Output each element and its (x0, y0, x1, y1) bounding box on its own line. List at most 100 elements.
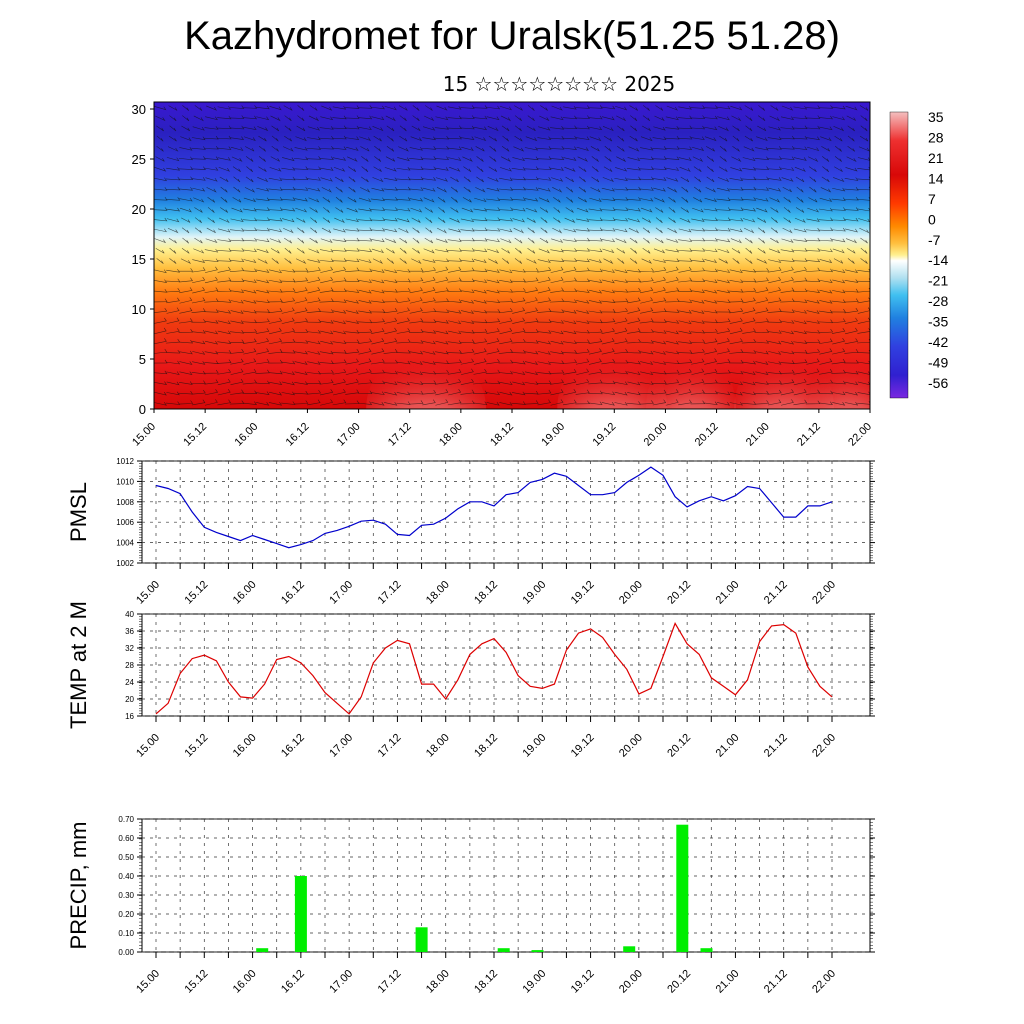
wind-barb (563, 157, 577, 161)
wind-barb (626, 278, 642, 282)
wind-barb (614, 279, 628, 283)
wind-barb (256, 338, 270, 345)
x-tick-label: 21.12 (762, 579, 790, 607)
wind-barb (361, 156, 369, 162)
wind-barb (306, 267, 321, 273)
wind-barb (744, 135, 753, 142)
wind-barb (154, 167, 167, 172)
wind-barb (448, 378, 462, 386)
wind-barb (818, 217, 834, 222)
wind-barb (255, 391, 270, 396)
wind-barb (693, 186, 702, 193)
wind-barb (371, 269, 385, 273)
heatmap-y-tick-label: 10 (132, 302, 146, 317)
wind-barb (628, 146, 640, 152)
wind-barb (640, 197, 654, 202)
wind-barb (588, 237, 603, 242)
wind-barb (642, 248, 651, 254)
wind-barb (575, 258, 590, 263)
wind-barb (294, 371, 308, 376)
wind-barb (512, 381, 526, 386)
wind-barb (834, 166, 843, 172)
wind-barb (307, 361, 321, 365)
wind-barb (269, 238, 282, 244)
wind-barb (577, 156, 588, 162)
wind-barb (793, 299, 808, 303)
wind-barb (447, 368, 462, 375)
wind-barb (818, 227, 834, 232)
wind-barb (284, 135, 293, 142)
wind-barb (332, 288, 347, 292)
wind-barb (422, 330, 437, 334)
wind-barb (716, 338, 730, 345)
wind-barb (473, 227, 488, 232)
wind-barb (613, 187, 629, 191)
wind-barb (180, 136, 192, 142)
x-tick-label: 15.12 (182, 968, 210, 996)
x-tick-label: 16.12 (279, 732, 307, 760)
wind-barb (818, 115, 834, 120)
wind-barb (319, 369, 334, 374)
colorbar-label: -56 (928, 375, 948, 391)
wind-barb (345, 310, 359, 314)
wind-barb (486, 238, 500, 243)
wind-barb (846, 115, 856, 121)
wind-barb (258, 135, 267, 142)
wind-barb (447, 299, 462, 303)
wind-barb (588, 279, 603, 283)
wind-barb (166, 269, 181, 273)
wind-barb (256, 402, 270, 406)
wind-barb (281, 197, 296, 201)
wind-barb (780, 320, 795, 324)
wind-barb (807, 156, 819, 162)
wind-barb (511, 349, 526, 354)
wind-barb (691, 310, 705, 314)
wind-barb (422, 267, 436, 273)
wind-barb (485, 207, 501, 211)
wind-barb (524, 287, 539, 294)
wind-barb (332, 378, 346, 386)
wind-barb (527, 248, 536, 254)
wind-barb (769, 248, 781, 254)
wind-barb (270, 115, 281, 122)
wind-barb (460, 227, 475, 232)
wind-barb (807, 207, 820, 213)
wind-barb (640, 297, 654, 304)
colorbar-label: 21 (928, 150, 944, 166)
wind-barb (322, 196, 331, 203)
wind-barb (652, 319, 667, 323)
wind-barb (847, 258, 855, 264)
wind-barb (754, 381, 769, 385)
wind-barb (716, 187, 731, 192)
wind-barb (716, 402, 731, 406)
wind-barb (524, 146, 539, 151)
wind-barb (562, 340, 577, 344)
wind-barb (626, 360, 641, 365)
wind-barb (514, 125, 522, 132)
y-tick-label: 1010 (116, 477, 134, 486)
wind-barb (204, 156, 219, 160)
wind-barb (767, 380, 782, 384)
wind-barb (154, 269, 167, 274)
wind-barb (665, 320, 680, 324)
wind-barb (306, 308, 321, 313)
wind-barb (794, 166, 806, 172)
wind-barb (396, 360, 411, 365)
wind-barb (793, 157, 807, 161)
wind-barb (511, 176, 526, 181)
wind-barb (665, 156, 680, 160)
wind-barb (652, 351, 667, 355)
y-axis-label: PRECIP, mm (66, 822, 91, 950)
wind-barb (371, 187, 385, 192)
wind-barb (704, 300, 718, 304)
wind-barb (614, 217, 629, 222)
wind-barb (204, 330, 219, 335)
wind-barb (615, 238, 627, 244)
wind-barb (742, 218, 756, 223)
wind-barb (794, 217, 806, 223)
wind-barb (767, 297, 782, 304)
heatmap-warm-cell (808, 349, 870, 409)
wind-barb (473, 105, 488, 109)
wind-barb (639, 381, 654, 385)
